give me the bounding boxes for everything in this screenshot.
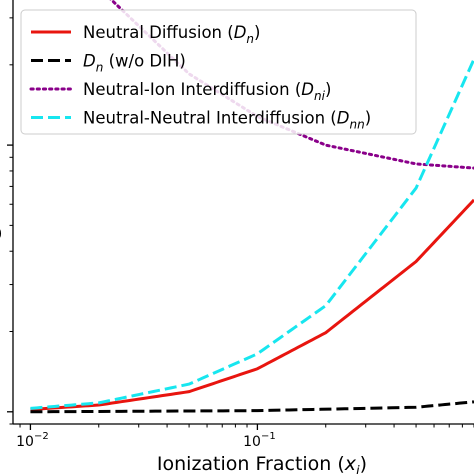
legend-label-2: Dn (w/o DIH) — [83, 52, 186, 75]
series-line-2 — [30, 400, 474, 414]
series-line-1 — [30, 198, 474, 411]
x-tick-label-2: 10−1 — [243, 431, 276, 450]
x-tick-labels: 10−2 10−1 — [16, 431, 276, 450]
legend-label-3: Neutral-Ion Interdiffusion (Dni) — [83, 80, 331, 103]
legend-label-4: Neutral-Neutral Interdiffusion (Dnn) — [83, 109, 371, 132]
legend-box — [20, 9, 417, 135]
series-line-4 — [30, 58, 474, 410]
legend-label-1: Neutral Diffusion (Dn) — [83, 23, 260, 46]
x-tick-label-1: 10−2 — [16, 431, 49, 450]
x-axis-label: Ionization Fraction (xi) — [157, 453, 367, 474]
legend: Neutral Diffusion (Dn) Dn (w/o DIH) Neutra… — [20, 9, 417, 135]
y-tick-label: 0 — [0, 225, 2, 243]
ticks-layer — [7, 17, 474, 430]
axes-frame — [12, 0, 474, 425]
